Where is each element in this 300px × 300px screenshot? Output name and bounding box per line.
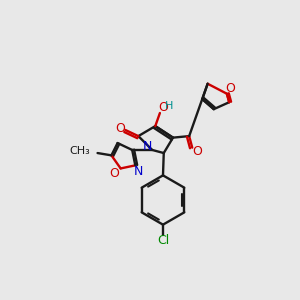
Text: CH₃: CH₃: [69, 146, 90, 157]
Text: N: N: [134, 165, 143, 178]
Text: N: N: [143, 140, 152, 153]
Text: O: O: [225, 82, 235, 95]
Text: O: O: [192, 145, 202, 158]
Text: O: O: [110, 167, 119, 180]
Text: O: O: [158, 101, 168, 114]
Text: Cl: Cl: [157, 234, 169, 247]
Text: H: H: [165, 101, 173, 111]
Text: O: O: [115, 122, 125, 135]
